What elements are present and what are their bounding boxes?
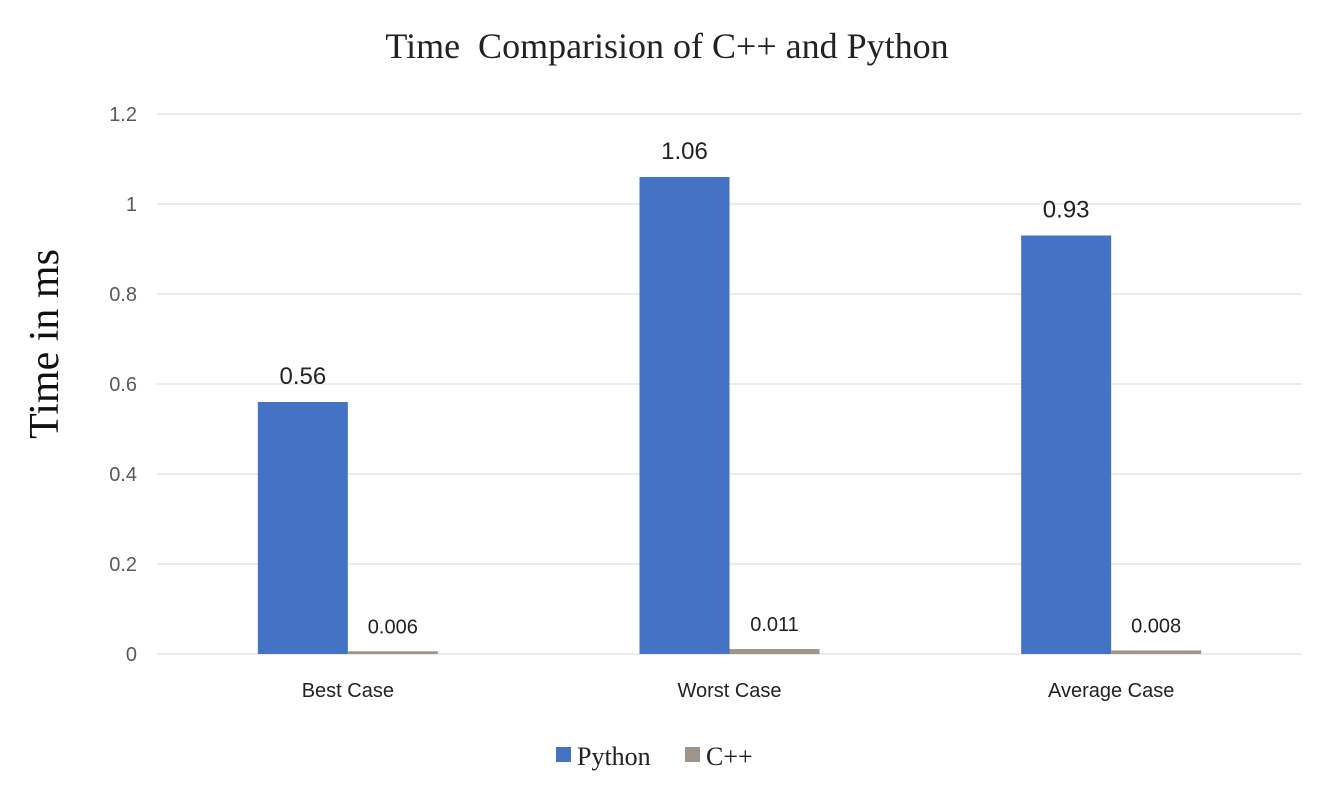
y-tick-label: 0.4 <box>109 464 137 486</box>
x-category-label: Average Case <box>1048 680 1174 702</box>
x-axis-categories: Best Case Worst Case Average Case <box>302 680 1175 702</box>
legend-label: C++ <box>706 742 753 771</box>
y-tick-label: 0 <box>126 644 137 666</box>
legend-label: Python <box>577 742 651 771</box>
y-tick-label: 0.8 <box>109 284 137 306</box>
data-label: 0.011 <box>750 614 799 636</box>
x-category-label: Best Case <box>302 680 394 702</box>
y-tick-label: 0.6 <box>109 374 137 396</box>
y-tick-label: 1.2 <box>109 104 137 126</box>
bar-python-best-case <box>257 402 348 654</box>
y-axis-ticks: 0 0.2 0.4 0.6 0.8 1 1.2 <box>109 104 137 666</box>
data-labels: 0.56 0.006 1.06 0.011 0.93 0.008 <box>279 138 1181 638</box>
bar-python-worst-case <box>639 177 730 654</box>
bar-c-average-case <box>1111 650 1202 654</box>
y-tick-label: 1 <box>126 194 137 216</box>
data-label: 0.006 <box>368 616 418 638</box>
data-label: 1.06 <box>661 138 708 165</box>
data-label: 0.008 <box>1131 615 1181 637</box>
bar-c-worst-case <box>729 649 820 654</box>
bar-python-average-case <box>1021 235 1112 654</box>
legend-swatch-cpp <box>685 747 700 762</box>
legend: Python C++ <box>556 742 753 771</box>
x-category-label: Worst Case <box>677 680 781 702</box>
y-axis-label: Time in ms <box>22 249 68 439</box>
chart-title: Time Comparision of C++ and Python <box>385 26 948 66</box>
data-label: 0.93 <box>1043 197 1090 224</box>
legend-swatch-python <box>556 747 571 762</box>
y-tick-label: 0.2 <box>109 554 137 576</box>
data-label: 0.56 <box>279 363 326 390</box>
bar-c-best-case <box>347 651 438 654</box>
bars <box>257 177 1202 654</box>
